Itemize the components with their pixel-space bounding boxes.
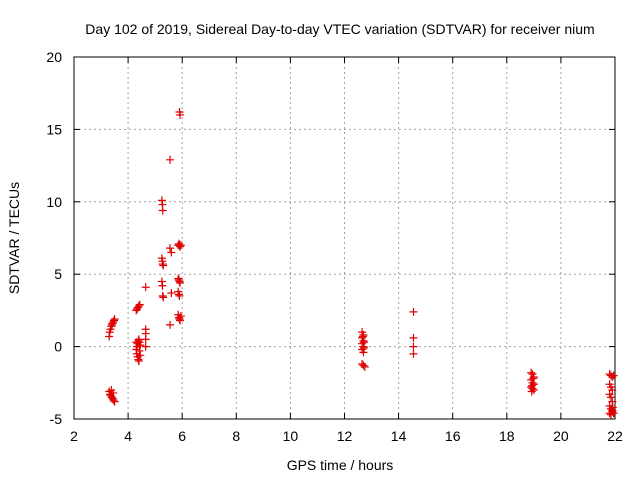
data-point (109, 396, 118, 405)
data-point (166, 320, 175, 329)
data-point (176, 241, 185, 250)
data-point (135, 300, 144, 309)
y-tick-label: 5 (54, 266, 62, 282)
data-point (608, 386, 617, 395)
data-point (158, 206, 167, 215)
data-point (110, 315, 119, 324)
data-point (176, 242, 185, 251)
y-tick-label: 15 (46, 121, 62, 137)
data-point (609, 371, 618, 380)
data-point (609, 409, 618, 418)
data-point (608, 403, 617, 412)
data-point (527, 368, 536, 377)
x-tick-label: 18 (499, 428, 515, 444)
data-point (136, 341, 145, 350)
data-point (409, 349, 418, 358)
data-point (167, 289, 176, 298)
data-point (134, 357, 143, 366)
data-point (132, 338, 141, 347)
data-point (136, 351, 145, 360)
grid-lines (74, 57, 615, 419)
data-point (166, 155, 175, 164)
x-tick-labels: 2 4 6 8 10 12 14 16 18 20 22 (70, 428, 623, 444)
chart-title: Day 102 of 2019, Sidereal Day-to-day VTE… (85, 21, 594, 37)
y-tick-label: -5 (50, 411, 63, 427)
x-tick-label: 6 (178, 428, 186, 444)
data-point (359, 361, 368, 370)
data-point (159, 261, 168, 270)
data-point (176, 278, 185, 287)
data-point (176, 110, 185, 119)
data-point (606, 393, 615, 402)
y-axis-label: SDTVAR / TECUs (6, 182, 22, 294)
data-point (176, 312, 185, 321)
y-tick-label: 20 (46, 49, 62, 65)
x-tick-label: 10 (283, 428, 299, 444)
y-tick-label: 0 (54, 339, 62, 355)
data-point (409, 307, 418, 316)
data-point (360, 362, 369, 371)
data-points (105, 108, 618, 419)
x-tick-label: 8 (232, 428, 240, 444)
x-tick-label: 2 (70, 428, 78, 444)
data-point (409, 342, 418, 351)
x-tick-label: 20 (553, 428, 569, 444)
data-point (358, 332, 367, 341)
data-point (529, 374, 538, 383)
data-point (175, 291, 184, 300)
x-tick-label: 16 (445, 428, 461, 444)
data-point (608, 373, 617, 382)
data-point (409, 333, 418, 342)
x-tick-label: 12 (337, 428, 353, 444)
y-tick-label: 10 (46, 194, 62, 210)
data-point (134, 302, 143, 311)
x-axis-label: GPS time / hours (287, 457, 394, 473)
data-point (359, 344, 368, 353)
data-point (109, 388, 118, 397)
data-point (159, 293, 168, 302)
axis-ticks (73, 56, 616, 420)
data-point (158, 281, 167, 290)
data-point (141, 342, 150, 351)
data-point (527, 381, 536, 390)
x-tick-label: 14 (391, 428, 407, 444)
y-tick-labels: -5 0 5 10 15 20 (46, 49, 62, 427)
data-point (141, 335, 150, 344)
data-point (135, 346, 144, 355)
x-tick-label: 22 (607, 428, 623, 444)
data-point (167, 248, 176, 257)
data-point (166, 244, 175, 253)
data-point (141, 283, 150, 292)
x-tick-label: 4 (124, 428, 132, 444)
data-point (110, 397, 119, 406)
data-point (176, 316, 185, 325)
